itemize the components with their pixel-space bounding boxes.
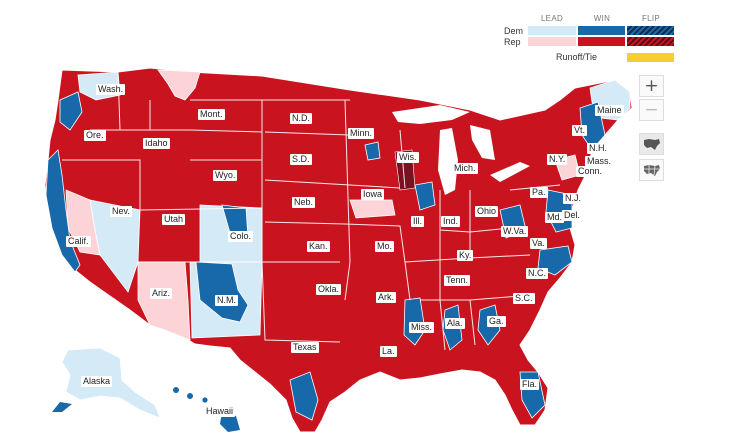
lake-michigan xyxy=(438,128,458,195)
swatch-rep-win xyxy=(578,37,625,46)
us-districts-icon xyxy=(643,164,660,176)
label-hawaii: Hawaii xyxy=(204,406,236,417)
swatch-rep-lead xyxy=(528,37,576,46)
label-ohio: Ohio xyxy=(475,206,499,217)
lake-erie xyxy=(490,162,530,182)
legend-lead-header: LEAD xyxy=(540,14,564,23)
lake-huron xyxy=(470,125,495,160)
view-state-map-button[interactable] xyxy=(639,133,664,155)
dem-win-region xyxy=(45,149,81,273)
state-borders xyxy=(62,71,561,351)
label-la: La. xyxy=(380,346,397,357)
dem-win-region xyxy=(195,261,249,323)
legend-dem-label: Dem xyxy=(504,26,524,36)
label-ny: N.Y. xyxy=(547,154,568,165)
label-del: Del. xyxy=(562,210,583,221)
label-colo: Colo. xyxy=(228,231,254,242)
label-kan: Kan. xyxy=(307,241,330,252)
hawaii xyxy=(173,387,240,432)
label-nd: N.D. xyxy=(290,113,312,124)
legend-win-header: WIN xyxy=(593,14,611,23)
legend-rep-label: Rep xyxy=(504,37,521,47)
label-wyo: Wyo. xyxy=(213,170,238,181)
label-ill: Ill. xyxy=(411,216,424,227)
label-alaska: Alaska xyxy=(81,376,113,387)
label-idaho: Idaho xyxy=(143,138,170,149)
label-mich: Mich. xyxy=(452,163,478,174)
label-fla: Fla. xyxy=(520,379,540,390)
label-ariz: Ariz. xyxy=(150,288,172,299)
label-nh: N.H. xyxy=(587,143,609,154)
label-miss: Miss. xyxy=(409,322,434,333)
alaska-tail xyxy=(52,402,72,412)
rep-lead-region xyxy=(349,199,396,219)
label-wis: Wis. xyxy=(397,152,419,163)
dem-win-region xyxy=(403,297,426,346)
label-tenn: Tenn. xyxy=(444,275,471,286)
label-okla: Okla. xyxy=(316,284,342,295)
label-ark: Ark. xyxy=(376,292,397,303)
swatch-rep-flip xyxy=(627,37,674,46)
legend: LEAD WIN FLIP Dem Rep Runoff/Tie xyxy=(498,12,678,64)
label-pa: Pa. xyxy=(530,187,548,198)
label-va: Va. xyxy=(530,238,547,249)
label-vt: Vt. xyxy=(572,125,588,136)
label-sc: S.C. xyxy=(513,293,535,304)
label-mass: Mass. xyxy=(585,156,614,167)
label-conn: Conn. xyxy=(576,166,605,177)
swatch-dem-flip xyxy=(627,26,674,35)
label-nj: N.J. xyxy=(563,193,584,204)
dem-win-region xyxy=(364,141,381,161)
label-ala: Ala. xyxy=(445,318,465,329)
dem-win-region xyxy=(537,245,573,276)
label-md: Md. xyxy=(545,212,565,223)
legend-flip-header: FLIP xyxy=(641,14,661,23)
label-wash: Wash. xyxy=(96,84,126,95)
label-mo: Mo. xyxy=(375,241,395,252)
zoom-in-button[interactable]: + xyxy=(639,75,664,97)
label-ky: Ky. xyxy=(457,250,474,261)
zoom-out-button[interactable]: − xyxy=(639,99,664,121)
label-ind: Ind. xyxy=(441,216,461,227)
legend-runoff-label: Runoff/Tie xyxy=(556,52,598,62)
dem-win-region xyxy=(289,371,319,421)
label-utah: Utah xyxy=(162,214,186,225)
rep-lead-region xyxy=(137,261,191,341)
dem-win-region xyxy=(59,91,83,131)
label-texas: Texas xyxy=(291,342,319,353)
label-ore: Ore. xyxy=(84,130,106,141)
label-minn: Minn. xyxy=(348,128,375,139)
swatch-dem-lead xyxy=(528,26,576,35)
label-mont: Mont. xyxy=(198,109,225,120)
view-district-map-button[interactable] xyxy=(639,159,664,181)
swatch-runoff xyxy=(627,53,674,62)
dem-win-region xyxy=(414,181,436,211)
lake-superior xyxy=(392,105,470,124)
label-ga: Ga. xyxy=(487,316,506,327)
label-nev: Nev. xyxy=(110,206,132,217)
label-nm: N.M. xyxy=(215,295,238,306)
label-nc: N.C. xyxy=(526,268,548,279)
us-map-icon xyxy=(643,138,660,150)
label-wva: W.Va. xyxy=(501,226,529,237)
label-calif: Calif. xyxy=(66,236,91,247)
label-maine: Maine xyxy=(595,105,624,116)
label-neb: Neb. xyxy=(292,197,316,208)
label-sd: S.D. xyxy=(290,154,312,165)
label-iowa: Iowa xyxy=(361,189,385,200)
swatch-dem-win xyxy=(578,26,625,35)
rep-lead-region xyxy=(157,69,201,101)
